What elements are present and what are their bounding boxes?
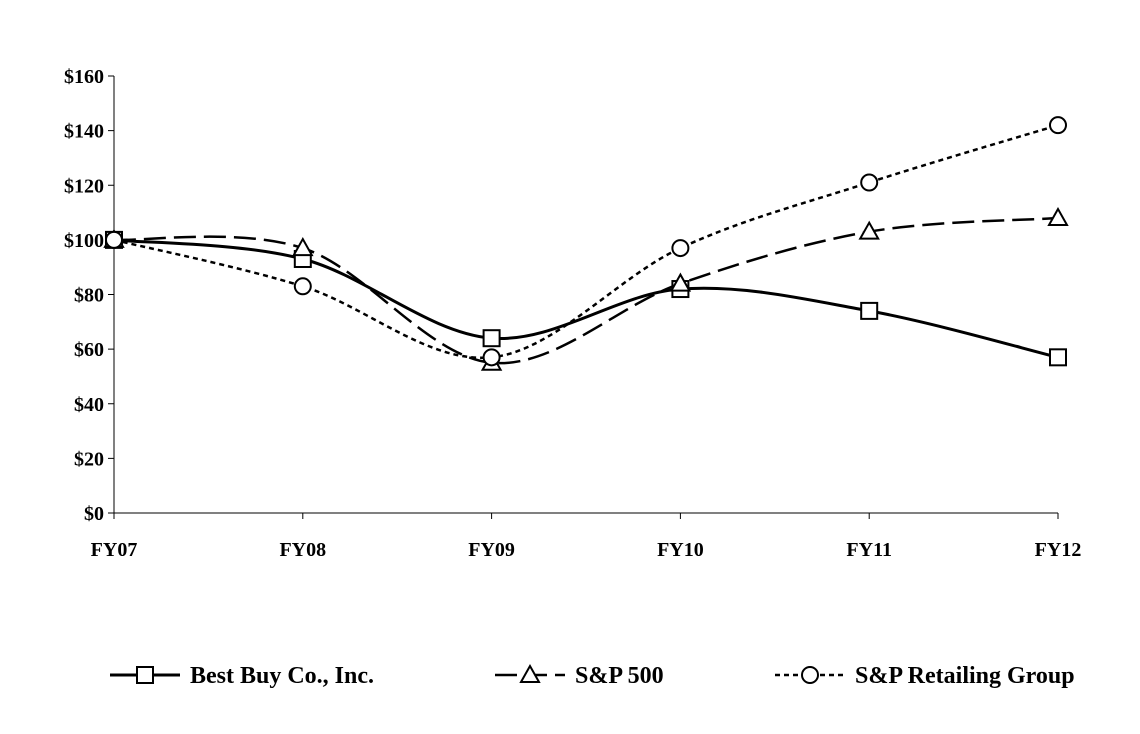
series-line [113,123,1059,360]
y-tick-label: $20 [74,448,104,470]
circle-marker [293,277,312,296]
x-tick-label: FY10 [657,539,704,561]
series-line [113,238,1059,359]
legend-label: Best Buy Co., Inc. [190,663,374,689]
square-marker [1049,348,1067,367]
legend-item: Best Buy Co., Inc. [110,663,374,689]
circle-marker [801,666,819,684]
x-tick-label: FY12 [1035,539,1082,561]
circle-marker [105,230,123,249]
circle-marker [671,239,690,258]
series-line [113,216,1059,365]
series-square [105,230,1067,367]
square-marker [860,301,879,320]
x-tick-label: FY07 [91,539,138,561]
square-marker [482,329,501,348]
triangle-marker [292,237,314,257]
circle-marker [860,173,879,192]
x-tick-label: FY11 [846,539,892,561]
triangle-marker [1047,206,1069,227]
circle-marker [1049,116,1067,135]
y-tick-label: $60 [74,339,104,361]
y-tick-label: $160 [64,66,104,88]
legend-item: S&P Retailing Group [775,663,1075,689]
circle-marker [482,348,501,367]
triangle-marker [669,272,692,292]
x-tick-label: FY09 [468,539,515,561]
y-tick-label: $40 [74,394,104,416]
y-tick-label: $100 [64,230,104,252]
series-group [103,116,1069,371]
y-tick-label: $120 [64,175,104,197]
legend-label: S&P 500 [575,663,664,689]
triangle-marker [858,220,880,240]
series-circle [105,116,1067,367]
legend-item: S&P 500 [495,663,664,689]
axes: $0 $20 $40 $60 $80 $100 $120 $140 $160 FY07 FY08 FY… [64,66,1081,561]
series-triangle [103,206,1069,371]
triangle-marker [519,663,541,683]
y-tick-label: $0 [84,503,104,525]
y-tick-label: $140 [64,121,104,143]
legend: Best Buy Co., Inc. S&P 500 S&P Retailing G… [110,663,1075,689]
x-tick-label: FY08 [279,539,326,561]
y-tick-label: $80 [74,285,104,307]
square-marker [136,666,154,684]
legend-label: S&P Retailing Group [855,663,1075,689]
